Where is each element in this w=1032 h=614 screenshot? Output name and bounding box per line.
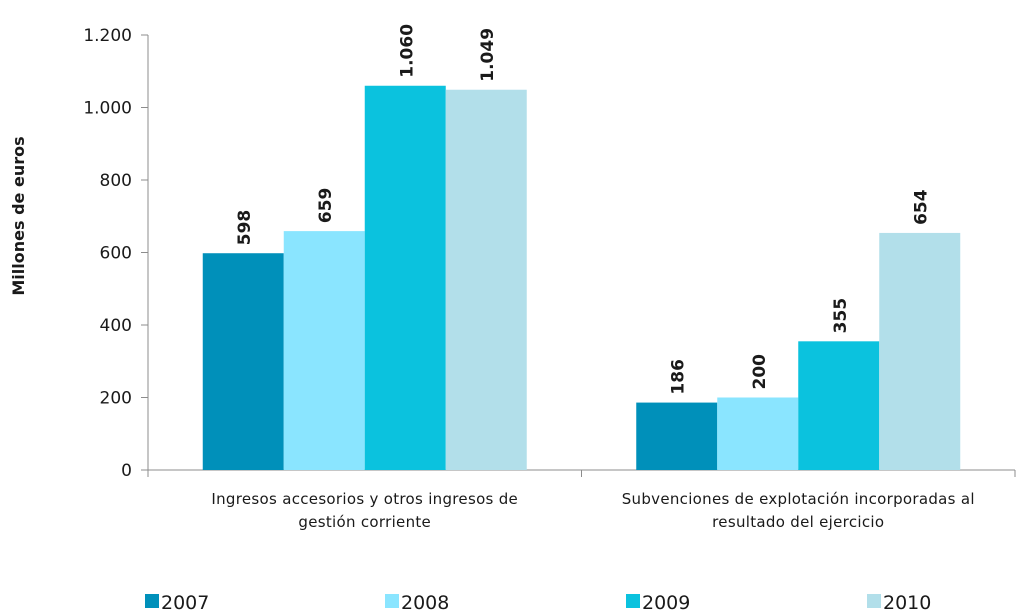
y-axis-title: Millones de euros	[9, 136, 28, 295]
x-category-label: resultado del ejercicio	[712, 513, 884, 531]
bar-2007	[202, 253, 284, 470]
data-labels: 598 659 1.060 1.049 186 200 355 654	[235, 24, 932, 395]
bars	[202, 85, 961, 471]
x-category-label: gestión corriente	[298, 513, 431, 531]
data-label: 200	[750, 354, 770, 390]
legend-swatch-2009	[626, 594, 640, 608]
data-label: 355	[831, 298, 851, 334]
y-tick-label: 400	[100, 316, 132, 336]
axes: 0 200 400 600 800 1.000 1.200 Ingresos accesori…	[83, 26, 1016, 531]
legend-swatch-2007	[145, 594, 159, 608]
y-tick-label: 1.000	[83, 99, 132, 119]
data-label: 1.049	[478, 28, 498, 82]
bar-2009	[364, 85, 446, 470]
legend-label-2010: 2010	[883, 592, 931, 614]
legend-label-2009: 2009	[642, 592, 690, 614]
y-tick-label: 600	[100, 244, 132, 264]
bar-2009	[798, 341, 880, 470]
bar-2010	[445, 89, 527, 471]
bar-2008	[283, 231, 365, 470]
legend-label-2007: 2007	[161, 592, 209, 614]
y-tick-label: 1.200	[83, 26, 132, 46]
data-label: 654	[912, 189, 932, 225]
y-tick-label: 800	[100, 171, 132, 191]
legend-swatch-2010	[867, 594, 881, 608]
x-category-label: Subvenciones de explotación incorporadas…	[622, 490, 975, 508]
data-label: 659	[316, 188, 336, 224]
legend: 2007 2008 2009 2010	[145, 592, 931, 614]
bar-2007	[636, 402, 718, 470]
y-tick-label: 200	[100, 389, 132, 409]
legend-label-2008: 2008	[401, 592, 449, 614]
legend-swatch-2008	[385, 594, 399, 608]
bar-2010	[879, 232, 961, 470]
bar-2008	[717, 397, 799, 470]
data-label: 186	[669, 359, 689, 395]
data-label: 1.060	[397, 24, 417, 78]
data-label: 598	[235, 210, 255, 246]
y-tick-label: 0	[121, 461, 132, 481]
x-category-label: Ingresos accesorios y otros ingresos de	[211, 490, 518, 508]
